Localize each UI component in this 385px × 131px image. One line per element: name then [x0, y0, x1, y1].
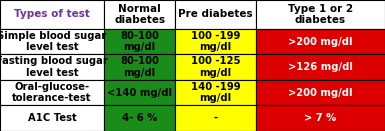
Text: 100 -125
mg/dl: 100 -125 mg/dl [191, 56, 240, 78]
FancyBboxPatch shape [0, 105, 104, 131]
FancyBboxPatch shape [175, 29, 256, 54]
Text: >200 mg/dl: >200 mg/dl [288, 37, 353, 47]
Text: Fasting blood sugar
level test: Fasting blood sugar level test [0, 56, 108, 78]
Text: Pre diabetes: Pre diabetes [178, 9, 253, 19]
Text: > 7 %: > 7 % [305, 113, 336, 123]
FancyBboxPatch shape [256, 105, 385, 131]
FancyBboxPatch shape [256, 29, 385, 54]
FancyBboxPatch shape [104, 105, 175, 131]
Text: 100 -199
mg/dl: 100 -199 mg/dl [191, 31, 240, 52]
Text: Simple blood sugar
level test: Simple blood sugar level test [0, 31, 107, 52]
FancyBboxPatch shape [0, 29, 104, 54]
Text: Normal
diabetes: Normal diabetes [114, 4, 165, 25]
FancyBboxPatch shape [0, 0, 104, 29]
FancyBboxPatch shape [175, 105, 256, 131]
Text: <140 mg/dl: <140 mg/dl [107, 88, 172, 98]
Text: >126 mg/dl: >126 mg/dl [288, 62, 353, 72]
Text: 140 -199
mg/dl: 140 -199 mg/dl [191, 82, 240, 103]
Text: -: - [214, 113, 218, 123]
FancyBboxPatch shape [175, 54, 256, 80]
Text: >200 mg/dl: >200 mg/dl [288, 88, 353, 98]
Text: 80-100
mg/dl: 80-100 mg/dl [120, 31, 159, 52]
FancyBboxPatch shape [104, 29, 175, 54]
FancyBboxPatch shape [256, 54, 385, 80]
Text: Oral-glucose-
tolerance-test: Oral-glucose- tolerance-test [12, 82, 92, 103]
Text: Type 1 or 2
diabetes: Type 1 or 2 diabetes [288, 4, 353, 25]
FancyBboxPatch shape [104, 80, 175, 105]
FancyBboxPatch shape [0, 54, 104, 80]
FancyBboxPatch shape [175, 80, 256, 105]
FancyBboxPatch shape [104, 54, 175, 80]
FancyBboxPatch shape [175, 0, 256, 29]
Text: Types of test: Types of test [14, 9, 90, 19]
FancyBboxPatch shape [256, 0, 385, 29]
Text: 80-100
mg/dl: 80-100 mg/dl [120, 56, 159, 78]
FancyBboxPatch shape [104, 0, 175, 29]
Text: A1C Test: A1C Test [28, 113, 76, 123]
FancyBboxPatch shape [256, 80, 385, 105]
Text: 4- 6 %: 4- 6 % [122, 113, 157, 123]
FancyBboxPatch shape [0, 80, 104, 105]
